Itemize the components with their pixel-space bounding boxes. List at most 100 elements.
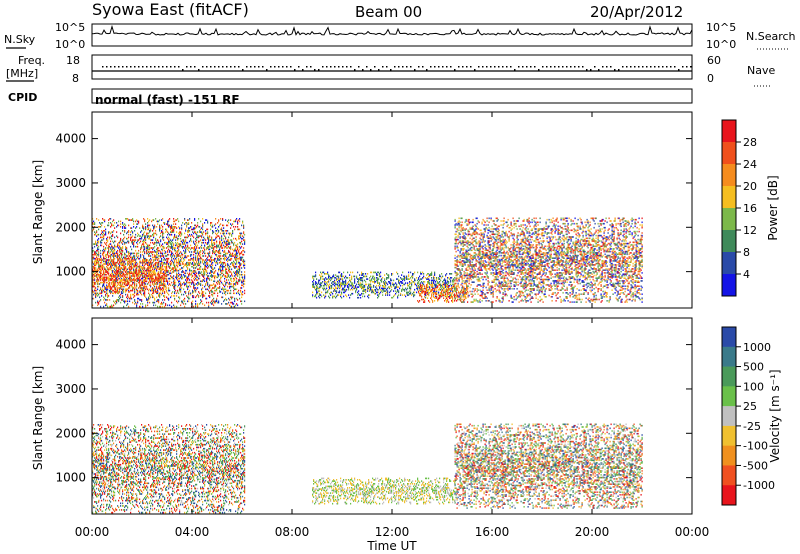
heatmap-cell: [187, 272, 189, 275]
heatmap-cell: [348, 281, 350, 283]
heatmap-cell: [149, 230, 151, 232]
heatmap-cell: [97, 240, 99, 243]
heatmap-cell: [181, 232, 183, 235]
heatmap-cell: [94, 257, 96, 260]
heatmap-cell: [222, 292, 224, 295]
heatmap-cell: [142, 271, 144, 273]
heatmap-cell: [142, 272, 144, 275]
heatmap-cell: [375, 271, 377, 274]
heatmap-cell: [392, 273, 394, 275]
heatmap-cell: [115, 281, 117, 284]
heatmap-cell: [374, 277, 376, 279]
noise-right-tick-top: 10^5: [706, 21, 736, 34]
heatmap-cell: [106, 239, 108, 241]
heatmap-cell: [106, 304, 108, 307]
heatmap-cell: [399, 279, 401, 282]
nave-dot: [502, 66, 504, 68]
heatmap-cell: [103, 283, 105, 285]
heatmap-cell: [149, 293, 151, 296]
heatmap-cell: [147, 259, 149, 261]
heatmap-cell: [119, 289, 121, 292]
heatmap-cell: [159, 224, 161, 227]
heatmap-cell: [127, 297, 129, 300]
heatmap-cell: [232, 241, 234, 244]
heatmap-cell: [127, 295, 129, 297]
heatmap-cell: [119, 272, 121, 275]
heatmap-cell: [170, 269, 172, 272]
heatmap-cell: [114, 285, 116, 288]
heatmap-cell: [154, 224, 156, 227]
nave-dot: [146, 66, 148, 68]
heatmap-cell: [234, 279, 236, 281]
heatmap-cell: [125, 248, 127, 251]
heatmap-cell: [147, 228, 149, 231]
heatmap-cell: [93, 220, 95, 223]
heatmap-cell: [143, 285, 145, 288]
heatmap-cell: [106, 292, 108, 295]
heatmap-cell: [142, 227, 144, 229]
heatmap-cell: [92, 218, 94, 220]
heatmap-cell: [243, 231, 245, 233]
heatmap-cell: [388, 274, 390, 276]
heatmap-cell: [154, 287, 156, 289]
noise-left-tick-top: 10^5: [55, 21, 85, 34]
heatmap-cell: [106, 263, 108, 265]
heatmap-cell: [111, 248, 113, 251]
heatmap-cell: [100, 279, 102, 281]
heatmap-cell: [195, 296, 197, 299]
nave-dot: [498, 66, 500, 68]
heatmap-cell: [221, 227, 223, 229]
heatmap-cell: [123, 261, 125, 264]
heatmap-cell: [149, 297, 151, 300]
heatmap-cell: [147, 288, 149, 291]
heatmap-cell: [185, 248, 187, 251]
heatmap-cell: [358, 296, 360, 299]
beam-title: Beam 00: [355, 3, 422, 21]
heatmap-cell: [139, 261, 141, 264]
heatmap-cell: [378, 294, 380, 296]
heatmap-cell: [204, 222, 206, 224]
heatmap-cell: [376, 284, 378, 287]
heatmap-cell: [159, 296, 161, 299]
heatmap-cell: [134, 280, 136, 283]
heatmap-cell: [220, 223, 222, 225]
heatmap-cell: [107, 239, 109, 241]
heatmap-cell: [357, 271, 359, 274]
heatmap-cell: [105, 232, 107, 235]
heatmap-cell: [183, 293, 185, 296]
heatmap-cell: [136, 303, 138, 305]
heatmap-cell: [101, 230, 103, 232]
heatmap-cell: [115, 279, 117, 281]
heatmap-cell: [147, 236, 149, 239]
heatmap-cell: [117, 244, 119, 247]
heatmap-cell: [214, 292, 216, 295]
heatmap-cell: [152, 230, 154, 232]
heatmap-cell: [202, 284, 204, 287]
heatmap-cell: [226, 279, 228, 281]
nave-dot: [270, 66, 272, 68]
nave-dot: [346, 66, 348, 68]
heatmap-cell: [216, 230, 218, 232]
heatmap-cell: [129, 260, 131, 263]
heatmap-cell: [158, 300, 160, 303]
heatmap-cell: [132, 243, 134, 245]
heatmap-cell: [103, 237, 105, 240]
heatmap-cell: [149, 267, 151, 269]
heatmap-cell: [141, 284, 143, 287]
heatmap-cell: [139, 305, 141, 308]
heatmap-cell: [120, 287, 122, 289]
heatmap-cell: [143, 293, 145, 296]
heatmap-cell: [92, 230, 94, 232]
nave-dot: [410, 66, 412, 68]
nave-dot: [670, 66, 672, 68]
heatmap-cell: [138, 252, 140, 255]
heatmap-cell: [239, 220, 241, 223]
heatmap-cell: [150, 235, 152, 237]
heatmap-cell: [103, 269, 105, 272]
freq-right-tick-bottom: 0: [707, 72, 714, 85]
heatmap-cell: [237, 222, 239, 224]
heatmap-cell: [186, 295, 188, 297]
heatmap-cell: [159, 219, 161, 221]
heatmap-cell: [111, 224, 113, 227]
heatmap-cell: [147, 272, 149, 275]
